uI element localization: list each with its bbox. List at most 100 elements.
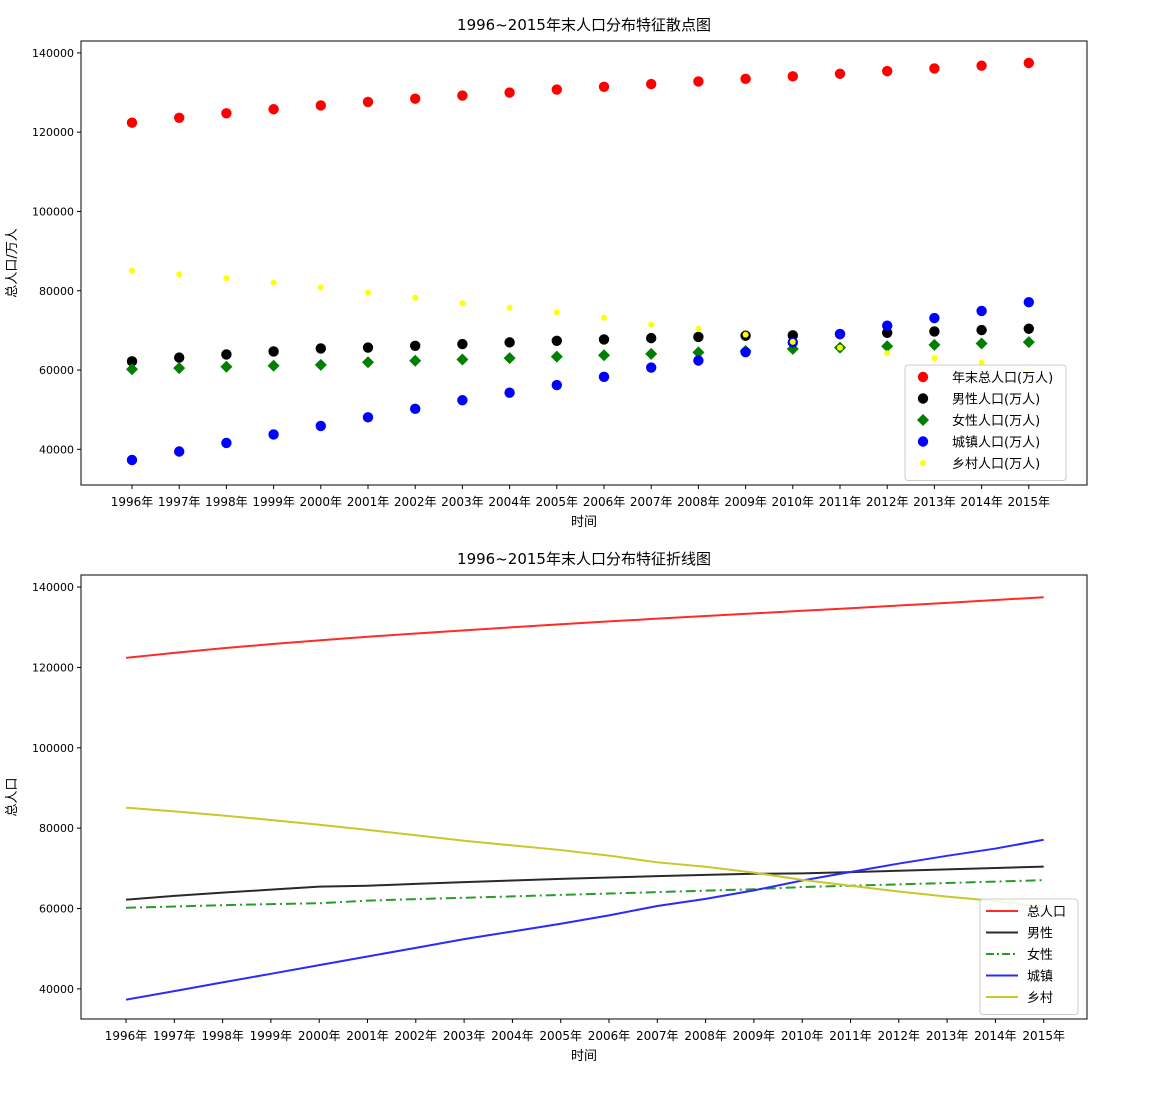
legend-label: 城镇人口(万人) [952, 436, 1040, 451]
series-4 [129, 267, 1032, 372]
data-point [268, 429, 279, 440]
x-tick-label: 2006年 [588, 1029, 631, 1043]
x-tick-label: 2003年 [443, 1029, 486, 1043]
x-tick-label: 2002年 [394, 495, 437, 509]
y-tick-label: 80000 [39, 285, 74, 298]
data-point [975, 337, 988, 350]
y-tick-label: 40000 [39, 983, 74, 996]
data-point [740, 73, 751, 85]
x-tick-label: 2007年 [636, 1029, 679, 1043]
x-tick-label: 2003年 [441, 495, 484, 509]
y-axis-label: 总人口/万人 [5, 228, 20, 297]
x-tick-label: 2012年 [878, 1029, 921, 1043]
y-tick-label: 100000 [32, 742, 74, 755]
data-point [931, 355, 938, 362]
series-line [125, 838, 1044, 1001]
legend-marker [917, 436, 929, 447]
data-point [929, 63, 940, 74]
legend-item: 年末总人口(万人) [917, 371, 1053, 386]
legend-label: 总人口 [1027, 905, 1066, 920]
x-tick-label: 2011年 [819, 495, 862, 509]
data-point [410, 403, 421, 415]
x-tick-label: 2005年 [536, 495, 579, 509]
data-point [315, 343, 326, 354]
data-point [882, 320, 893, 331]
data-point [270, 279, 277, 286]
data-point [601, 314, 607, 321]
data-point [1022, 336, 1035, 349]
data-point [174, 352, 185, 363]
data-point [837, 344, 843, 351]
x-tick-label: 2015年 [1022, 1029, 1065, 1043]
data-point [742, 331, 749, 338]
y-tick-label: 100000 [32, 205, 74, 218]
data-point [834, 68, 846, 79]
data-point [646, 332, 657, 344]
data-point [268, 346, 279, 357]
x-tick-label: 2004年 [491, 1029, 534, 1043]
data-point [268, 104, 279, 115]
data-point [221, 108, 232, 119]
x-tick-label: 2010年 [772, 495, 815, 509]
chart-title: 1996~2015年末人口分布特征折线图 [457, 550, 711, 568]
data-point [553, 309, 560, 316]
data-point [648, 321, 655, 328]
x-tick-label: 1997年 [158, 495, 201, 509]
data-point [551, 379, 562, 391]
data-point [174, 112, 185, 124]
x-axis-label: 时间 [571, 515, 597, 530]
series-1 [126, 323, 1034, 367]
legend-label: 男性人口(万人) [952, 393, 1040, 408]
data-point [126, 117, 138, 128]
data-point [1023, 296, 1034, 308]
data-point [129, 267, 135, 274]
legend-label: 城镇 [1027, 970, 1053, 985]
data-point [976, 305, 987, 317]
legend-box [904, 364, 1067, 481]
data-point [503, 352, 516, 365]
y-tick-label: 60000 [39, 364, 74, 377]
legend-marker [917, 371, 929, 383]
x-tick-label: 2007年 [630, 495, 673, 509]
x-tick-label: 2015年 [1008, 495, 1051, 509]
data-point [457, 395, 468, 406]
data-point [551, 84, 562, 95]
legend-item: 城镇人口(万人) [917, 436, 1040, 451]
data-point [126, 356, 138, 367]
data-point [740, 346, 751, 358]
data-point [506, 304, 513, 311]
data-point [176, 271, 183, 278]
data-point [645, 347, 658, 360]
axes-frame [80, 40, 1088, 486]
data-point [928, 338, 941, 351]
data-point [978, 359, 985, 366]
x-tick-label: 2001年 [347, 495, 390, 509]
x-tick-label: 2001年 [346, 1029, 389, 1043]
data-point [882, 65, 893, 77]
legend-item: 乡村 [986, 991, 1053, 1006]
data-point [174, 446, 185, 457]
data-point [126, 454, 138, 466]
data-point [267, 359, 280, 372]
series-2 [126, 336, 1035, 376]
series-0 [125, 596, 1044, 659]
data-point [787, 71, 798, 82]
legend-item: 女性人口(万人) [917, 413, 1040, 429]
data-point [504, 387, 515, 398]
data-point [646, 362, 657, 373]
data-point [1023, 57, 1034, 69]
legend-label: 乡村 [1027, 991, 1053, 1006]
data-point [315, 420, 326, 432]
x-tick-label: 2000年 [298, 1029, 341, 1043]
chart-scatter: 1996~2015年末人口分布特征散点图 40000 60000 80000 10000… [5, 16, 1088, 530]
data-point [789, 338, 796, 345]
data-point [362, 96, 374, 108]
data-point [884, 350, 891, 357]
y-tick-label: 120000 [32, 661, 74, 674]
x-tick-label: 2014年 [960, 495, 1003, 509]
data-point [834, 328, 846, 340]
y-tick-label: 80000 [39, 822, 74, 835]
data-point [929, 312, 940, 324]
x-tick-label: 2008年 [684, 1029, 727, 1043]
x-tick-label: 2004年 [488, 495, 531, 509]
